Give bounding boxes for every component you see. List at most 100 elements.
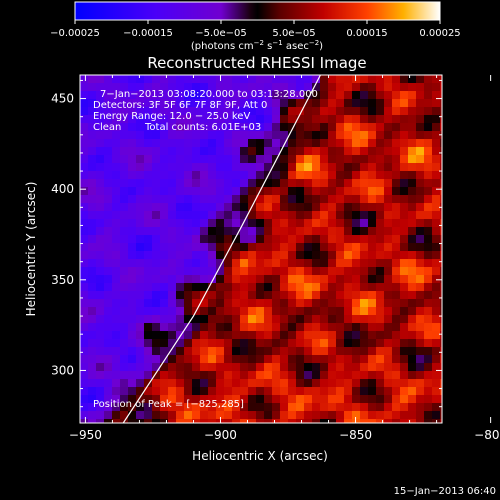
heatmap-cell (88, 91, 96, 99)
heatmap-cell (320, 323, 328, 331)
heatmap-cell (104, 315, 112, 323)
heatmap-cell (304, 219, 312, 227)
heatmap-cell (88, 363, 96, 371)
heatmap-cell (416, 91, 424, 99)
heatmap-cell (160, 387, 168, 395)
heatmap-cell (160, 147, 168, 155)
heatmap-cell (408, 227, 416, 235)
heatmap-cell (232, 395, 240, 403)
heatmap-cell (80, 339, 88, 347)
heatmap-cell (160, 363, 168, 371)
heatmap-cell (80, 235, 88, 243)
heatmap-cell (216, 123, 224, 131)
heatmap-cell (184, 123, 192, 131)
heatmap-cell (416, 395, 424, 403)
heatmap-cell (352, 355, 360, 363)
heatmap-cell (232, 243, 240, 251)
heatmap-cell (392, 403, 400, 411)
heatmap-cell (320, 315, 328, 323)
heatmap-cell (80, 163, 88, 171)
heatmap-cell (104, 267, 112, 275)
heatmap-cell (152, 355, 160, 363)
heatmap-cell (336, 347, 344, 355)
heatmap-cell (176, 243, 184, 251)
heatmap-cell (424, 315, 432, 323)
heatmap-cell (208, 379, 216, 387)
heatmap-cell (440, 235, 442, 243)
heatmap-cell (424, 211, 432, 219)
heatmap-cell (280, 419, 288, 423)
heatmap-cell (344, 99, 352, 107)
heatmap-cell (392, 347, 400, 355)
heatmap-cell (312, 299, 320, 307)
heatmap-cell (192, 291, 200, 299)
heatmap-cell (264, 243, 272, 251)
heatmap-cell (176, 251, 184, 259)
heatmap-cell (280, 115, 288, 123)
heatmap-cell (264, 139, 272, 147)
heatmap-cell (224, 419, 232, 423)
heatmap-cell (336, 179, 344, 187)
heatmap-cell (240, 251, 248, 259)
heatmap-cell (424, 179, 432, 187)
heatmap-cell (80, 131, 88, 139)
heatmap-cell (432, 235, 440, 243)
heatmap-cell (432, 131, 440, 139)
heatmap-cell (256, 355, 264, 363)
heatmap-cell (400, 139, 408, 147)
heatmap-cell (200, 75, 208, 83)
x-tick-label: −850 (339, 428, 372, 442)
heatmap-cell (328, 107, 336, 115)
heatmap-cell (80, 267, 88, 275)
heatmap-cell (280, 371, 288, 379)
heatmap-cell (336, 387, 344, 395)
heatmap-cell (232, 187, 240, 195)
heatmap-cell (288, 347, 296, 355)
heatmap-cell (136, 323, 144, 331)
heatmap-cell (168, 299, 176, 307)
heatmap-cell (272, 235, 280, 243)
heatmap-cell (232, 299, 240, 307)
heatmap-cell (176, 91, 184, 99)
heatmap-cell (400, 91, 408, 99)
heatmap-cell (152, 411, 160, 419)
heatmap-cell (288, 251, 296, 259)
heatmap-cell (408, 387, 416, 395)
heatmap-cell (240, 243, 248, 251)
heatmap-cell (168, 211, 176, 219)
heatmap-cell (272, 339, 280, 347)
heatmap-cell (144, 203, 152, 211)
heatmap-cell (336, 139, 344, 147)
heatmap-cell (152, 195, 160, 203)
heatmap-cell (80, 211, 88, 219)
heatmap-cell (280, 411, 288, 419)
heatmap-cell (264, 315, 272, 323)
heatmap-cell (280, 179, 288, 187)
heatmap-cell (168, 139, 176, 147)
heatmap-cell (264, 83, 272, 91)
heatmap-cell (168, 259, 176, 267)
heatmap-cell (296, 387, 304, 395)
heatmap-cell (128, 99, 136, 107)
heatmap-cell (144, 419, 152, 423)
heatmap-cell (336, 203, 344, 211)
heatmap-cell (128, 283, 136, 291)
heatmap-cell (408, 171, 416, 179)
heatmap-cell (424, 379, 432, 387)
heatmap-cell (368, 275, 376, 283)
heatmap-cell (120, 115, 128, 123)
heatmap-cell (280, 283, 288, 291)
heatmap-cell (272, 355, 280, 363)
heatmap-cell (328, 243, 336, 251)
heatmap-cell (288, 91, 296, 99)
heatmap-cell (144, 315, 152, 323)
heatmap-cell (256, 307, 264, 315)
heatmap-cell (424, 83, 432, 91)
heatmap-cell (416, 299, 424, 307)
heatmap-cell (256, 83, 264, 91)
heatmap-cell (80, 419, 88, 423)
heatmap-cell (224, 355, 232, 363)
heatmap-cell (104, 299, 112, 307)
heatmap-cell (168, 155, 176, 163)
heatmap-cell (392, 355, 400, 363)
